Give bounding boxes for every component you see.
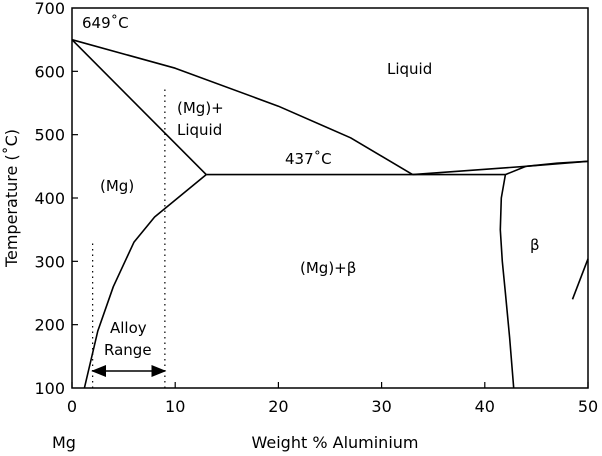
x-tick-label: 10 [165,397,185,416]
liquid-region-label: Liquid [387,60,432,78]
beta-region-label: β [530,236,540,254]
y-tick-label: 400 [34,189,65,208]
y-tick-label: 200 [34,316,65,335]
beta-liquidus-high-boundary [505,160,589,176]
mg-region-label: (Mg) [100,177,134,195]
liquidus-mg-boundary [71,39,207,176]
x-tick-label: 40 [475,397,495,416]
x-origin-label: Mg [52,433,76,452]
x-tick-label: 30 [371,397,391,416]
x-tick-label: 20 [268,397,288,416]
beta-left-boundary [499,174,515,389]
x-tick-label: 0 [67,397,77,416]
y-tick-label: 700 [34,0,65,18]
alloy-range-label-line1: Alloy [110,319,147,337]
liquidus-beta-boundary [71,38,414,176]
x-tick-label: 50 [578,397,598,416]
melting-point-label: 649˚C [82,14,129,32]
y-tick-label: 300 [34,252,65,271]
mg-solvus-boundary [83,173,207,389]
plot-frame [71,7,589,389]
mg-beta-region-label: (Mg)+β [300,259,356,277]
y-tick-label: 500 [34,126,65,145]
y-axis-title: Temperature (˚C) [2,129,21,268]
alloy-range-label-line2: Range [104,341,152,359]
beta-right-boundary [571,258,589,300]
mg-liquid-region-label-line1: (Mg)+ [177,99,224,117]
y-tick-label: 600 [34,62,65,81]
x-axis-title: Weight % Aluminium [252,433,419,452]
eutectic-temperature-label: 437˚C [285,150,332,168]
mg-liquid-region-label-line2: Liquid [177,121,222,139]
y-tick-label: 100 [34,379,65,398]
